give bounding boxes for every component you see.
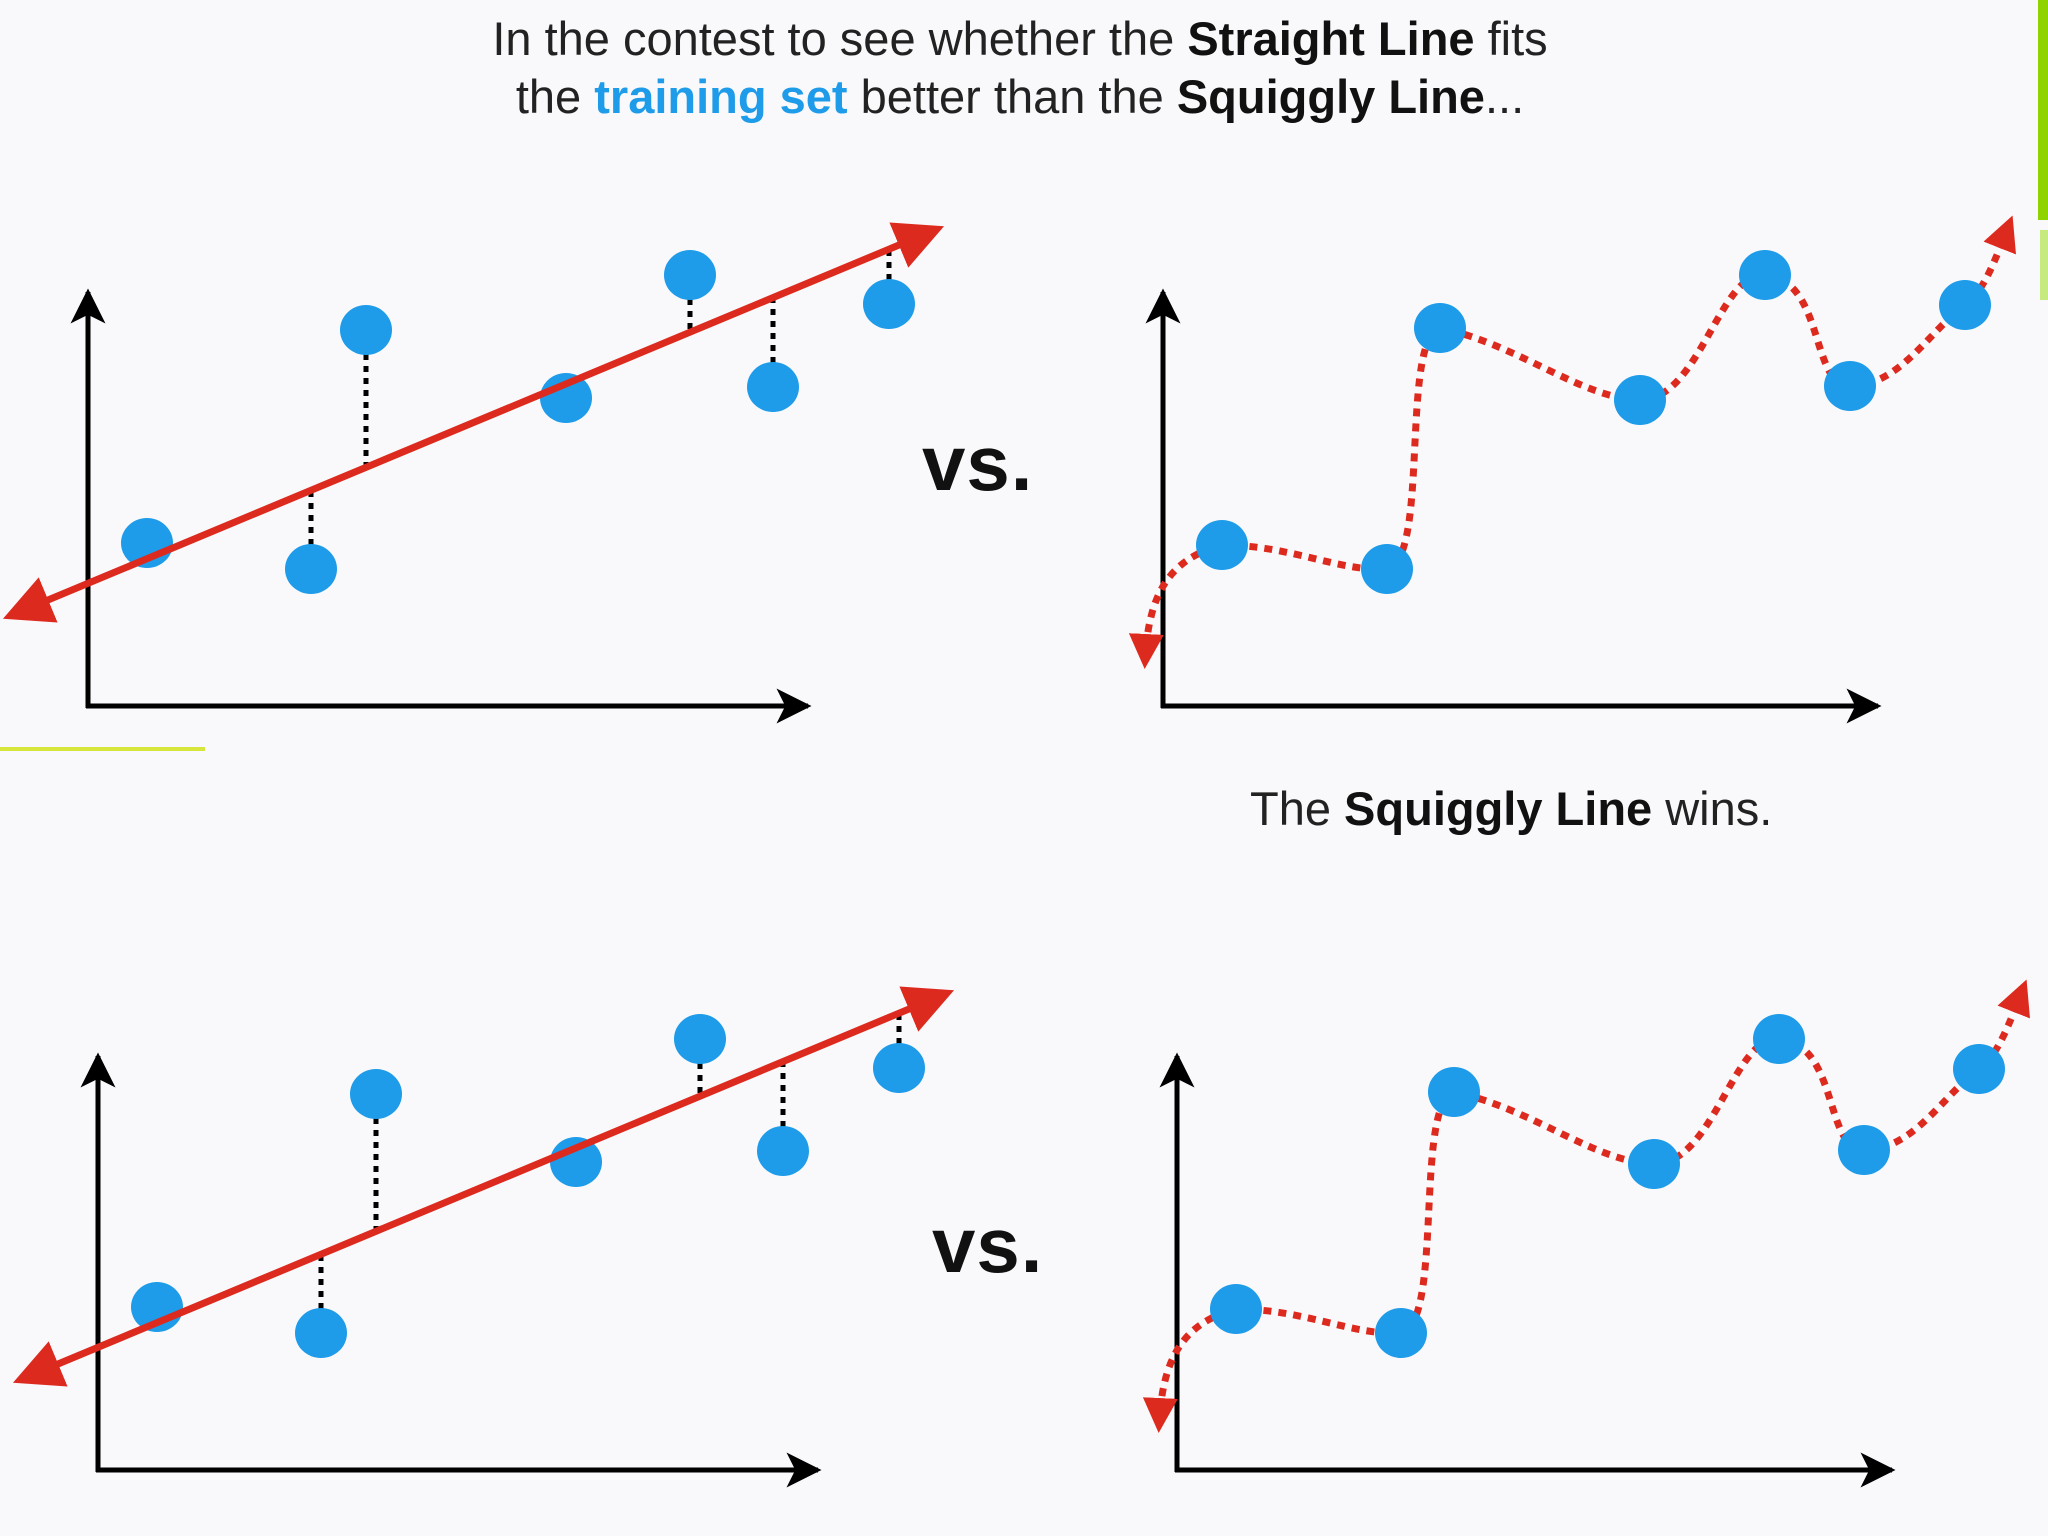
data-point: [1361, 544, 1413, 594]
data-point: [1196, 520, 1248, 570]
data-point: [1753, 1014, 1805, 1064]
data-point: [350, 1069, 402, 1119]
caption-bold-straight-line: Straight Line: [1187, 12, 1475, 65]
data-point: [757, 1126, 809, 1176]
caption-text: fits: [1474, 12, 1548, 65]
caption-text: ...: [1484, 70, 1525, 123]
data-point: [664, 250, 716, 300]
panel-straight-line-fit-row-1: [2, 222, 945, 724]
data-point: [747, 362, 799, 412]
data-point: [1628, 1139, 1680, 1189]
data-point: [1375, 1308, 1427, 1358]
caption-text: The: [1250, 782, 1345, 835]
caption-text: wins.: [1652, 782, 1773, 835]
squiggly-fit-line: [1142, 979, 2030, 1433]
data-point: [1414, 303, 1466, 353]
data-point: [1428, 1067, 1480, 1117]
data-point: [863, 279, 915, 329]
straight-fit-line: [2, 222, 945, 623]
data-point: [1953, 1044, 2005, 1094]
panel-squiggly-line-fit-row-1: [1128, 215, 2016, 724]
caption-bold-squiggly-line: Squiggly Line: [1344, 782, 1653, 835]
squiggly-fit-line: [1128, 215, 2016, 669]
caption-bold-squiggly-line: Squiggly Line: [1176, 70, 1485, 123]
panel-squiggly-line-fit-row-2: [1142, 979, 2030, 1488]
caption-training-set: training set: [594, 70, 848, 123]
data-point: [295, 1308, 347, 1358]
data-point: [285, 544, 337, 594]
caption-text: better than the: [847, 70, 1177, 123]
top-caption: In the contest to see whether the Straig…: [0, 10, 2040, 126]
accent-bar-green-light: [2040, 230, 2048, 300]
caption-text: In the contest to see whether the: [492, 12, 1188, 65]
data-point: [1838, 1125, 1890, 1175]
data-point: [873, 1043, 925, 1093]
data-point: [1210, 1284, 1262, 1334]
data-point: [674, 1014, 726, 1064]
panel-straight-line-fit-row-2: [12, 986, 955, 1488]
accent-bar-green: [2038, 0, 2048, 220]
data-point: [1824, 361, 1876, 411]
data-point: [1939, 280, 1991, 330]
straight-fit-line: [12, 986, 955, 1387]
bottom-caption: The Squiggly Line wins.: [1250, 780, 1830, 838]
data-point: [1739, 250, 1791, 300]
caption-text: the: [515, 70, 595, 123]
data-point: [1614, 375, 1666, 425]
data-point: [340, 305, 392, 355]
accent-line-yellow: [0, 747, 205, 751]
